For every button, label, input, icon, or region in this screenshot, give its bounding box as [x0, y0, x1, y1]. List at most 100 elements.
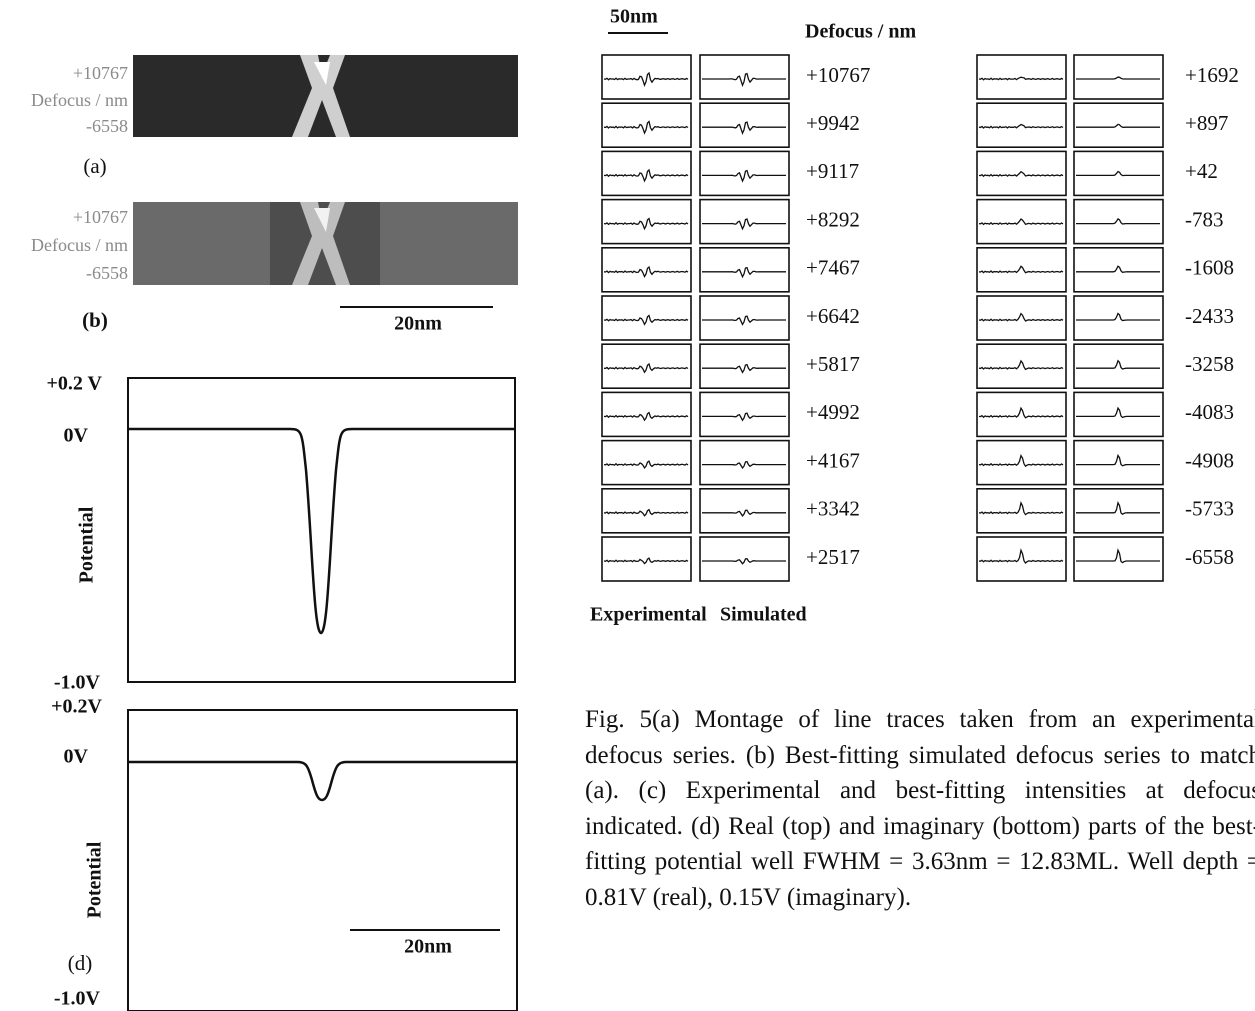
defocus-label: +9942	[806, 111, 860, 135]
defocus-label: +9117	[806, 159, 859, 183]
defocus-label: +1692	[1185, 63, 1239, 87]
top-label: +0.2V	[51, 696, 102, 718]
line-trace	[1076, 77, 1160, 79]
line-trace	[702, 413, 786, 420]
line-trace	[1076, 266, 1160, 272]
trace-box	[700, 441, 789, 485]
trace-box	[977, 392, 1066, 436]
trace-box	[1074, 441, 1163, 485]
line-trace	[702, 510, 786, 516]
line-trace	[604, 558, 688, 564]
line-trace	[702, 462, 786, 468]
line-trace	[604, 122, 688, 134]
trace-box	[977, 296, 1066, 340]
potential-curve	[128, 429, 515, 633]
axis-label: Defocus / nm	[31, 90, 128, 110]
axis-label: Potential	[76, 506, 98, 583]
column-label: Simulated	[720, 604, 807, 626]
scale-label: 20nm	[394, 313, 442, 335]
line-trace	[604, 170, 688, 181]
trace-box	[977, 489, 1066, 533]
trace-box	[977, 441, 1066, 485]
trace-box	[602, 344, 691, 388]
line-trace	[604, 267, 688, 277]
line-trace	[702, 74, 786, 86]
trace-box	[1074, 344, 1163, 388]
line-trace	[702, 171, 786, 181]
potential-curve	[128, 762, 517, 800]
trace-box	[602, 489, 691, 533]
defocus-label: +2517	[806, 545, 860, 569]
line-trace	[702, 559, 786, 564]
image-b	[133, 202, 518, 285]
defocus-label: +8292	[806, 207, 860, 231]
defocus-label: -1608	[1185, 256, 1234, 280]
line-trace	[1076, 219, 1160, 224]
line-trace	[604, 413, 688, 421]
line-trace	[979, 456, 1063, 467]
defocus-label: -4083	[1185, 400, 1234, 424]
trace-box	[602, 537, 691, 581]
trace-box	[977, 344, 1066, 388]
line-trace	[702, 316, 786, 324]
trace-box	[1074, 392, 1163, 436]
scale-label: 20nm	[404, 936, 452, 958]
line-trace	[1076, 314, 1160, 321]
line-trace	[979, 361, 1063, 370]
line-trace	[1076, 172, 1160, 176]
trace-box	[977, 537, 1066, 581]
line-trace	[979, 77, 1063, 80]
line-trace	[1076, 124, 1160, 127]
line-trace	[702, 365, 786, 373]
defocus-label: +42	[1185, 159, 1218, 183]
panel-tag: (d)	[68, 951, 93, 975]
zero-label: 0V	[64, 425, 89, 447]
trace-box	[1074, 489, 1163, 533]
top-label: +10767	[73, 207, 128, 227]
line-trace	[702, 219, 786, 229]
plot-frame	[128, 710, 517, 1011]
defocus-label: -4908	[1185, 448, 1234, 472]
trace-box	[1074, 537, 1163, 581]
line-trace	[1076, 361, 1160, 369]
line-trace	[979, 408, 1063, 418]
trace-box	[700, 392, 789, 436]
axis-label: Defocus / nm	[31, 235, 128, 255]
defocus-label: +5817	[806, 352, 860, 376]
page: {"panel_a": {"top_label": "+10767", "axi…	[0, 0, 1255, 1011]
bottom-label: -1.0V	[54, 988, 101, 1010]
trace-montage: +10767+9942+9117+8292+7467+6642+5817+499…	[602, 55, 1239, 581]
defocus-label: +4167	[806, 448, 860, 472]
top-label: +0.2 V	[47, 373, 103, 395]
line-trace	[1076, 456, 1160, 466]
bottom-label: -1.0V	[54, 672, 101, 694]
line-trace	[604, 364, 688, 372]
trace-box	[1074, 151, 1163, 195]
trace-box	[977, 248, 1066, 292]
line-trace	[979, 550, 1063, 563]
trace-box	[1074, 200, 1163, 244]
zero-label: 0V	[64, 746, 89, 768]
bottom-label: -6558	[86, 116, 128, 136]
figure-caption: Fig. 5(a) Montage of line traces taken f…	[585, 702, 1255, 916]
bottom-label: -6558	[86, 263, 128, 283]
scale-label: 50nm	[610, 6, 658, 28]
defocus-label: -3258	[1185, 352, 1234, 376]
trace-box	[1074, 296, 1163, 340]
top-label: +10767	[73, 63, 128, 83]
trace-box	[700, 537, 789, 581]
line-trace	[604, 73, 688, 85]
trace-box	[1074, 248, 1163, 292]
panel-tag: (b)	[82, 308, 108, 332]
trace-box	[700, 489, 789, 533]
defocus-label: +3342	[806, 497, 860, 521]
line-trace	[979, 266, 1063, 272]
line-trace	[979, 172, 1063, 177]
line-trace	[979, 219, 1063, 224]
defocus-label: +4992	[806, 400, 860, 424]
defocus-label: -5733	[1185, 497, 1234, 521]
column-header: Defocus / nm	[805, 21, 916, 43]
panel-tag: (a)	[83, 154, 106, 178]
trace-box	[602, 392, 691, 436]
trace-box	[602, 441, 691, 485]
